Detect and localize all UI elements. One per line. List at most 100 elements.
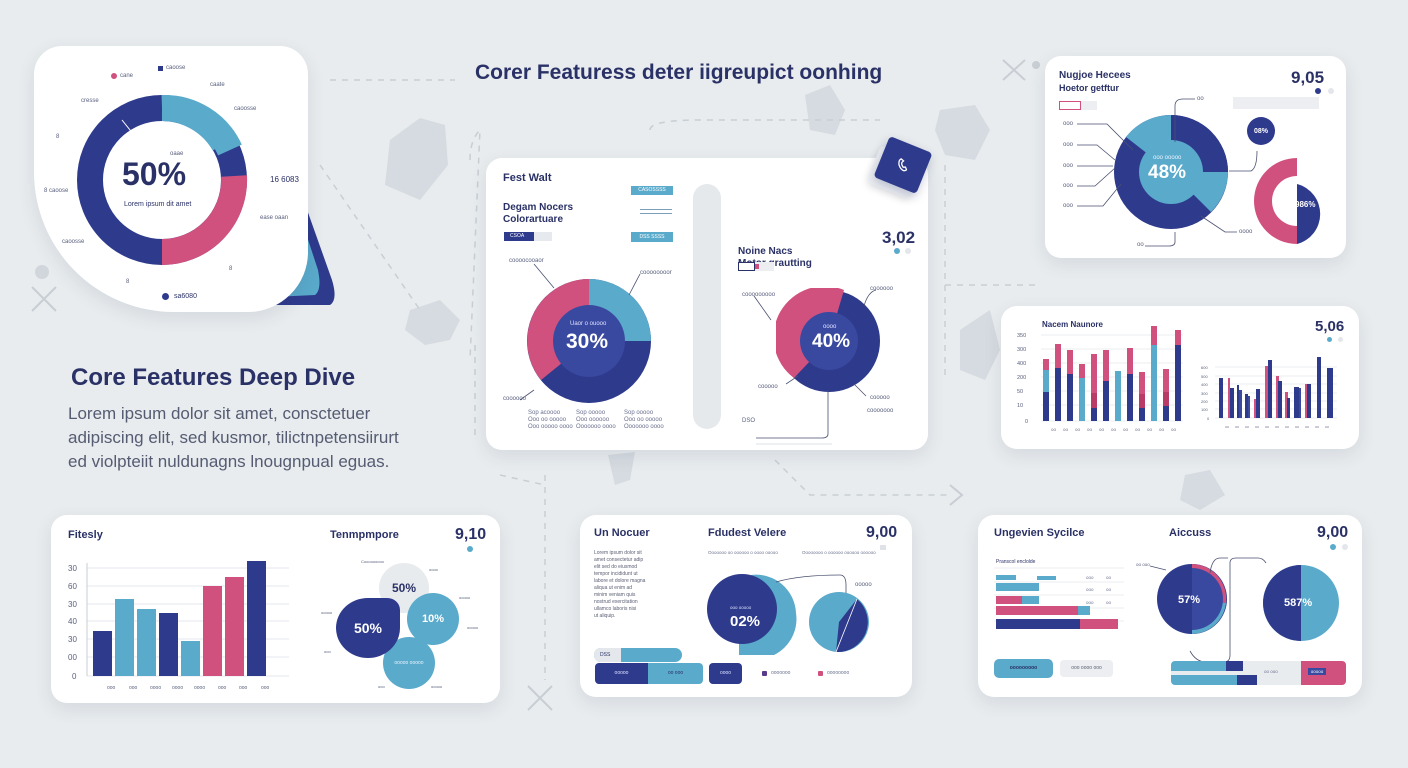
- bubble-callout: ooo: [324, 649, 331, 654]
- toggle-active[interactable]: CSOA: [504, 232, 534, 241]
- badge-small: 08%: [1247, 117, 1275, 145]
- pager-dot-active[interactable]: [1327, 337, 1332, 342]
- hbar-label: oo: [1106, 600, 1112, 605]
- legend-dot-navy: [162, 293, 169, 300]
- segment-2[interactable]: oo ooo: [648, 663, 703, 684]
- donut-callout: caoosse: [234, 106, 257, 112]
- tag-top[interactable]: CASOSSSS: [631, 186, 673, 195]
- legend-square-navy: [762, 671, 767, 676]
- table-header: Pranscol enclolde: [996, 559, 1036, 565]
- pager-dot[interactable]: [1338, 337, 1343, 342]
- footer-mid-label: oo ooo: [1264, 669, 1278, 674]
- svg-text:oo: oo: [1245, 425, 1249, 429]
- hero-title: Core Features Deep Dive: [71, 364, 356, 391]
- card-value: 9,00: [1317, 524, 1349, 541]
- card-title: Nugjoe Hecees Hoetor getftur: [1059, 70, 1131, 94]
- legend-dot-pink: [111, 73, 117, 79]
- svg-text:oooo: oooo: [194, 685, 205, 691]
- center-left-title: Fest Walt: [503, 172, 552, 184]
- title-line: Noine Nacs: [738, 246, 793, 257]
- donut-center-caption: Lorem ipsum dit amet: [124, 201, 192, 208]
- page-header-title: Corer Featuress deter iigreupict oonhing: [475, 61, 883, 84]
- vertical-scrollbar[interactable]: [693, 184, 721, 429]
- phone-icon: [898, 158, 908, 172]
- legend-square-pink: [818, 671, 823, 676]
- center-right-title: Noine Nacs Motor grautting: [738, 246, 812, 270]
- title-line: Hoetor getftur: [1059, 83, 1119, 93]
- svg-text:0: 0: [72, 672, 77, 681]
- svg-text:200: 200: [1017, 375, 1026, 381]
- bubble-callout: ooooo: [459, 595, 471, 600]
- center-left-toggle[interactable]: CSOA: [504, 232, 552, 241]
- pager-dot[interactable]: [905, 248, 911, 254]
- pager-dot-active[interactable]: [1330, 544, 1336, 550]
- secondary-button[interactable]: ooo oooo ooo: [1060, 660, 1113, 677]
- segment-1[interactable]: ooooo: [595, 663, 648, 684]
- progress-pill[interactable]: DSS: [594, 648, 682, 662]
- pie-callout: coooooo: [870, 286, 894, 292]
- bar-card-right: Nacem Naunore 5,06 350 300 400 200 50 10 0: [1001, 306, 1359, 449]
- svg-text:ooo: ooo: [107, 685, 116, 691]
- battery-toggle[interactable]: [1059, 101, 1097, 110]
- donut-callout: caoose: [166, 65, 186, 71]
- body-line: nostrud exercitation: [594, 599, 638, 605]
- tag-bottom[interactable]: DSS SSSS: [631, 232, 673, 242]
- pie-callout: ooooo: [855, 582, 872, 588]
- body-line: labore et dolore magna: [594, 578, 646, 584]
- svg-text:30: 30: [68, 600, 77, 609]
- donut-callout: oo: [1197, 96, 1204, 102]
- hero-body-line: Lorem ipsum dolor sit amet, consctetuer: [68, 404, 371, 423]
- pie-callout: cooooo: [758, 384, 778, 390]
- subtitle-line: Colorartuare: [503, 214, 564, 225]
- donut-center-caption: ooo ooooo: [1153, 155, 1182, 161]
- svg-text:oo: oo: [1063, 427, 1069, 432]
- bubble-callout: Cooooooooo: [361, 559, 384, 564]
- pager-dot-active[interactable]: [894, 248, 900, 254]
- donut-callout: caate: [210, 82, 225, 88]
- phone-button[interactable]: [873, 135, 933, 195]
- bottom-mid-card: Un Nocuer Fdudest Velere 9,00 Lorem ipsu…: [580, 515, 912, 697]
- pie-callout: coooocooaor: [509, 258, 544, 264]
- donut-callout: cresse: [81, 98, 99, 104]
- donut-callout: ooo: [1063, 142, 1074, 148]
- bubble-callout: ooooo: [467, 625, 479, 630]
- donut-callout: ooo: [1063, 183, 1074, 189]
- bottom-left-card: Fitesly Tenmpmpore 9,10 30 60 30 40 30 00 0 o…: [51, 515, 500, 703]
- pie-center-caption: ooo ooooo: [730, 605, 752, 610]
- footer-tag[interactable]: ooooo: [1308, 668, 1326, 675]
- pager-indicator[interactable]: [880, 545, 886, 550]
- segmented-control[interactable]: ooooo oo ooo: [595, 663, 703, 684]
- bubble-left: 50%: [336, 598, 400, 658]
- pager-dot[interactable]: [1342, 544, 1348, 550]
- pager-dot-active[interactable]: [1315, 88, 1321, 94]
- title-line: Motor grautting: [738, 258, 812, 269]
- legend-cell: Ooo ooooo oooo: [528, 424, 573, 430]
- card-value: 9,00: [866, 524, 898, 541]
- search-placeholder-bar[interactable]: [1233, 97, 1319, 109]
- donut-chart-48: [1114, 115, 1228, 229]
- bubble-label: 50%: [353, 620, 383, 636]
- badge-small-label: 08%: [1253, 127, 1268, 135]
- primary-button[interactable]: ooooooooo: [994, 659, 1053, 678]
- donut-callout: caoosse: [62, 239, 85, 245]
- svg-text:600: 600: [1201, 365, 1208, 370]
- svg-text:oo: oo: [1285, 425, 1289, 429]
- progress-label: DSS: [594, 648, 621, 662]
- svg-text:oo: oo: [1255, 425, 1259, 429]
- body-line: ut aliquip.: [594, 613, 616, 619]
- donut-callout: 16 6083: [270, 175, 299, 184]
- donut-callout: 8 caoose: [44, 188, 69, 194]
- pager-dot-active[interactable]: [467, 546, 473, 552]
- svg-text:30: 30: [68, 564, 77, 573]
- pager-dot[interactable]: [1328, 88, 1334, 94]
- pie-callout: cooooo: [870, 395, 890, 401]
- center-panel: Fest Walt Degam Nocers Colorartuare CSOA…: [486, 158, 928, 450]
- svg-text:400: 400: [1201, 382, 1208, 387]
- legend-label: ooooooo: [771, 670, 791, 676]
- battery-toggle[interactable]: [738, 262, 774, 271]
- svg-text:oo: oo: [1225, 425, 1229, 429]
- body-line: tempor incididunt ut: [594, 571, 638, 577]
- divider-line: [640, 213, 672, 214]
- segment-3-button[interactable]: oooo: [709, 663, 742, 684]
